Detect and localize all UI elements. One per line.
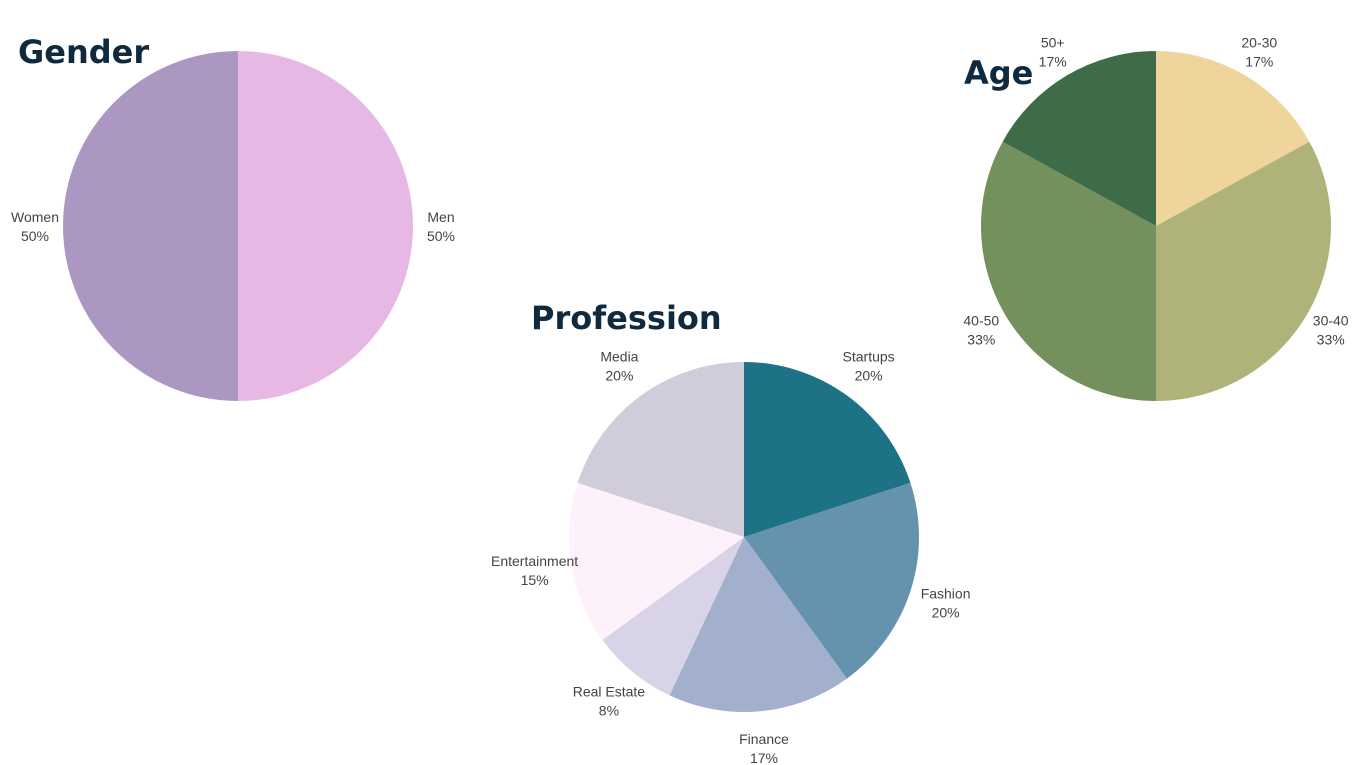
profession-label-name: Entertainment [491, 553, 578, 569]
profession-label-percent: 20% [605, 368, 633, 384]
age-label-name: 50+ [1041, 34, 1065, 50]
gender-label-women: Women 50% [11, 209, 59, 244]
age-label-20-30: 20-30 17% [1241, 34, 1277, 69]
age-pie-chart: 20-30 17%30-40 33%40-50 33%50+ 17% [963, 34, 1349, 401]
profession-label-percent: 8% [599, 702, 619, 718]
gender-label-percent: 50% [21, 228, 49, 244]
gender-slice-men [238, 51, 413, 401]
profession-label-name: Fashion [921, 586, 971, 602]
profession-label-real-estate: Real Estate 8% [573, 683, 646, 718]
profession-slice-fashion [744, 482, 919, 679]
profession-label-name: Startups [843, 349, 895, 365]
gender-pie-chart: Men 50% Women 50% [11, 51, 455, 401]
profession-slice-real-estate [602, 537, 744, 696]
age-label-name: 30-40 [1313, 312, 1349, 328]
age-slice-40-50 [981, 141, 1156, 401]
age-label-name: 20-30 [1241, 34, 1277, 50]
profession-label-finance: Finance 17% [739, 731, 789, 765]
profession-pie-chart: Startups 20% Fashion 20% Finance 17% Real Esta… [491, 349, 970, 765]
age-label-40-50: 40-50 33% [963, 312, 999, 347]
profession-chart-title: Profession [531, 299, 722, 337]
profession-label-name: Media [600, 349, 638, 365]
gender-slice-women [63, 51, 238, 401]
profession-label-percent: 20% [855, 368, 883, 384]
profession-slice-finance [669, 537, 847, 712]
age-label-percent: 33% [1317, 331, 1345, 347]
age-label-percent: 33% [967, 331, 995, 347]
gender-label-men: Men 50% [427, 209, 455, 244]
profession-slice-media [577, 362, 744, 537]
age-label-percent: 17% [1039, 53, 1067, 69]
age-slice-30-40 [1156, 141, 1331, 401]
gender-label-name: Women [11, 209, 59, 225]
profession-label-fashion: Fashion 20% [921, 586, 971, 621]
profession-slice-entertainment [569, 482, 744, 640]
age-label-50: 50+ 17% [1039, 34, 1067, 69]
profession-label-entertainment: Entertainment 15% [491, 553, 578, 588]
age-label-percent: 17% [1245, 53, 1273, 69]
age-label-30-40: 30-40 33% [1313, 312, 1349, 347]
profession-label-percent: 17% [750, 750, 778, 765]
age-chart-title: Age [964, 54, 1034, 92]
profession-label-media: Media 20% [600, 349, 638, 384]
profession-label-name: Real Estate [573, 683, 646, 699]
gender-chart-title: Gender [18, 33, 150, 71]
profession-label-percent: 20% [932, 605, 960, 621]
profession-label-name: Finance [739, 731, 789, 747]
age-slice-20-30 [1156, 51, 1310, 226]
gender-label-name: Men [427, 209, 454, 225]
age-slice-50 [1002, 51, 1156, 226]
gender-label-percent: 50% [427, 228, 455, 244]
profession-label-percent: 15% [521, 572, 549, 588]
profession-label-startups: Startups 20% [843, 349, 895, 384]
profession-slice-startups [744, 362, 911, 537]
age-label-name: 40-50 [963, 312, 999, 328]
